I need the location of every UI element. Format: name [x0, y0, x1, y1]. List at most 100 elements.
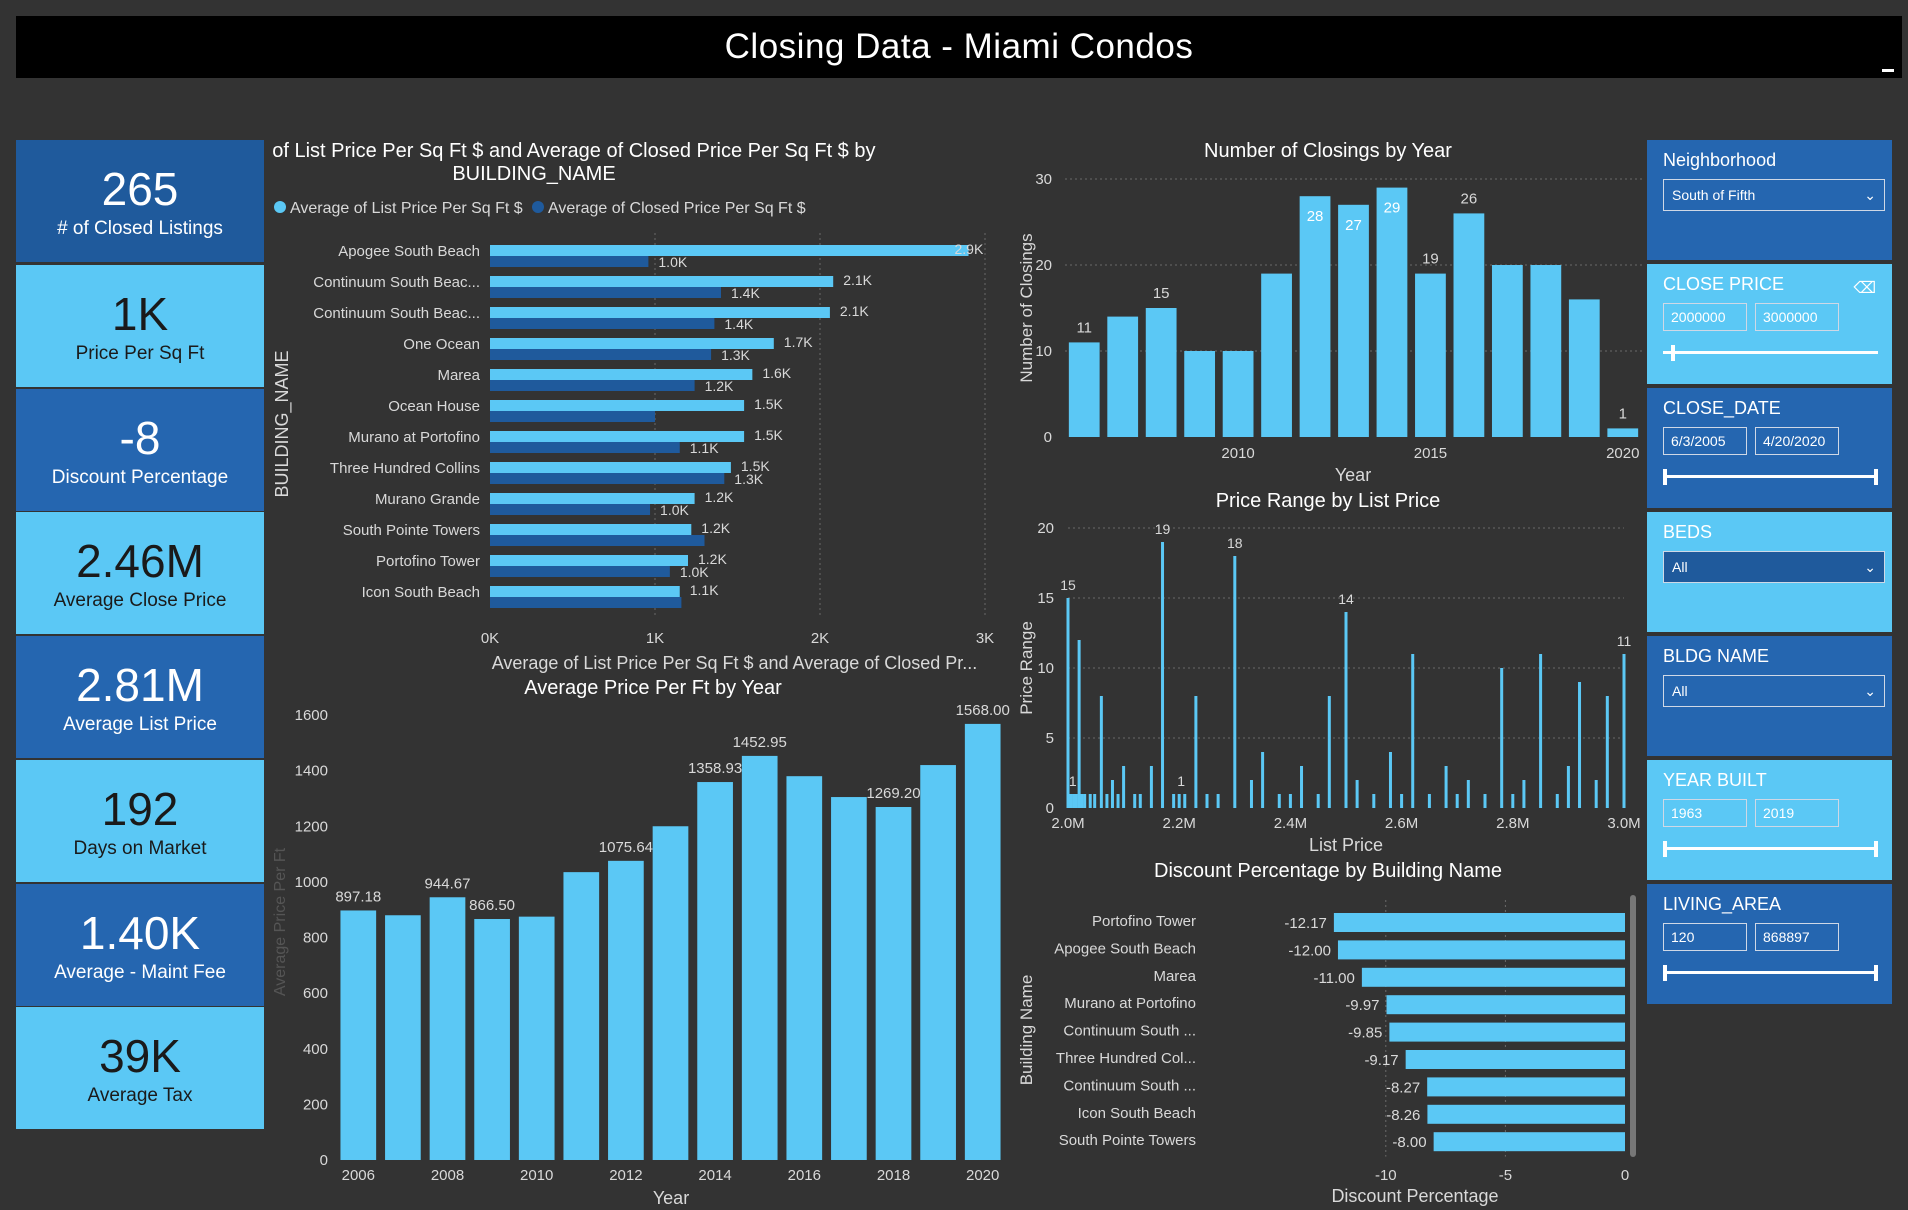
slicer-living-area: LIVING_AREA 120 868897	[1647, 884, 1892, 1004]
data-label: 1.0K	[680, 564, 709, 580]
x-tick-label: 3.0M	[1607, 815, 1640, 832]
y-tick-label: Marea	[1153, 968, 1196, 985]
living-area-min-input[interactable]: 120	[1663, 923, 1747, 951]
bar	[1453, 213, 1485, 437]
living-area-slider[interactable]	[1663, 965, 1878, 981]
bar	[1337, 940, 1625, 960]
close-date-max-input[interactable]: 4/20/2020	[1755, 427, 1839, 455]
bar	[1455, 794, 1459, 808]
bar	[1288, 794, 1292, 808]
data-label: 1.5K	[741, 458, 770, 474]
x-tick-label: 2015	[1414, 445, 1447, 462]
bar	[1483, 794, 1487, 808]
bar	[1088, 794, 1092, 808]
close-date-min-input[interactable]: 6/3/2005	[1663, 427, 1747, 455]
chevron-down-icon: ⌄	[1864, 682, 1876, 699]
bar	[1444, 766, 1448, 808]
year-built-max-input[interactable]: 2019	[1755, 799, 1839, 827]
kpi-label: Discount Percentage	[51, 467, 229, 488]
bar-list-price	[490, 400, 745, 411]
chart-title: Price Range by List Price	[1216, 490, 1441, 512]
bar	[1105, 794, 1109, 808]
y-tick-label: Portofino Tower	[376, 553, 480, 570]
kpi-value: 1.40K	[79, 907, 201, 959]
close-price-max-input[interactable]: 3000000	[1755, 303, 1839, 331]
data-label: 1.1K	[690, 440, 719, 456]
living-area-max-input[interactable]: 868897	[1755, 923, 1839, 951]
data-label: 27	[1345, 217, 1362, 234]
y-tick-label: Icon South Beach	[362, 584, 480, 601]
y-tick-label: 1600	[295, 707, 328, 724]
bar	[474, 919, 510, 1160]
kpi-value: 2.46M	[76, 535, 204, 587]
bar	[1068, 342, 1100, 437]
y-tick-label: Murano at Portofino	[348, 429, 480, 446]
kpi-label: Price Per Sq Ft	[75, 343, 205, 364]
y-tick-label: Apogee South Beach	[1054, 940, 1196, 957]
x-tick-label: -5	[1499, 1167, 1512, 1184]
bar	[1261, 273, 1292, 437]
bldg-name-dropdown[interactable]: All ⌄	[1663, 675, 1885, 707]
kpi-value: 39K	[99, 1030, 181, 1082]
kpi-value: 2.81M	[76, 659, 204, 711]
bar-closed-price	[490, 256, 649, 267]
minimize-icon[interactable]	[1882, 69, 1894, 72]
bar	[1133, 794, 1137, 808]
bar	[1566, 766, 1570, 808]
data-label: 19	[1422, 251, 1439, 268]
slicer-close-date: CLOSE_DATE 6/3/2005 4/20/2020	[1647, 388, 1892, 508]
kpi-card-days-on-market: 192 Days on Market	[16, 760, 264, 882]
close-date-slider[interactable]	[1663, 469, 1878, 485]
data-label: -8.00	[1392, 1134, 1426, 1151]
bar	[741, 755, 778, 1160]
x-axis-label: Year	[1335, 465, 1371, 485]
bar	[385, 915, 421, 1160]
x-axis-label: Discount Percentage	[1331, 1186, 1498, 1206]
bar	[1080, 794, 1084, 808]
y-tick-label: Murano at Portofino	[1064, 995, 1196, 1012]
close-price-slider[interactable]	[1663, 345, 1878, 361]
bar	[1530, 265, 1562, 437]
bar	[1222, 351, 1254, 437]
beds-dropdown[interactable]: All ⌄	[1663, 551, 1885, 583]
close-price-min-input[interactable]: 2000000	[1663, 303, 1747, 331]
bar	[1194, 696, 1198, 808]
data-label: 1.5K	[754, 427, 783, 443]
y-tick-label: 10	[1035, 343, 1052, 360]
data-label: 944.67	[425, 875, 471, 892]
bar	[1405, 1050, 1625, 1069]
x-tick-label: 2010	[1221, 445, 1254, 462]
chart-closings-by-year: Number of Closings by Year 0 10 20 30 11 15 28 2…	[1017, 140, 1642, 485]
slicer-beds: BEDS All ⌄	[1647, 512, 1892, 632]
bar-list-price	[490, 245, 969, 256]
bar	[608, 860, 644, 1160]
chart-avg-price-per-ft-by-year: Average Price Per Ft by Year 0 200 400 600 80…	[272, 677, 1010, 1208]
dropdown-value: All	[1672, 683, 1688, 699]
dropdown-value: South of Fifth	[1672, 187, 1756, 203]
eraser-icon[interactable]: ⌫	[1853, 280, 1876, 297]
y-tick-label: Three Hundred Col...	[1056, 1050, 1196, 1067]
data-label: 18	[1227, 535, 1243, 551]
bar	[1400, 794, 1404, 808]
bar-list-price	[490, 276, 834, 287]
kpi-label: # of Closed Listings	[57, 218, 223, 239]
title-bar: Closing Data - Miami Condos	[16, 16, 1902, 78]
bar	[1233, 556, 1237, 808]
y-axis-label: Building Name	[1017, 975, 1036, 1086]
data-label: 1.6K	[762, 365, 791, 381]
x-tick-label: 2012	[609, 1167, 642, 1184]
bar	[1500, 668, 1504, 808]
y-tick-label: South Pointe Towers	[343, 522, 480, 539]
year-built-min-input[interactable]: 1963	[1663, 799, 1747, 827]
data-label: 1.2K	[698, 551, 727, 567]
data-label: -9.17	[1364, 1052, 1398, 1069]
kpi-label: Average List Price	[63, 714, 217, 735]
x-tick-label: 2006	[342, 1167, 375, 1184]
bar	[563, 872, 600, 1160]
bar	[831, 797, 867, 1160]
bar	[1122, 766, 1126, 808]
year-built-slider[interactable]	[1663, 841, 1878, 857]
y-axis-label: Price Range	[1017, 621, 1036, 715]
neighborhood-dropdown[interactable]: South of Fifth ⌄	[1663, 179, 1885, 211]
bar	[1149, 766, 1153, 808]
